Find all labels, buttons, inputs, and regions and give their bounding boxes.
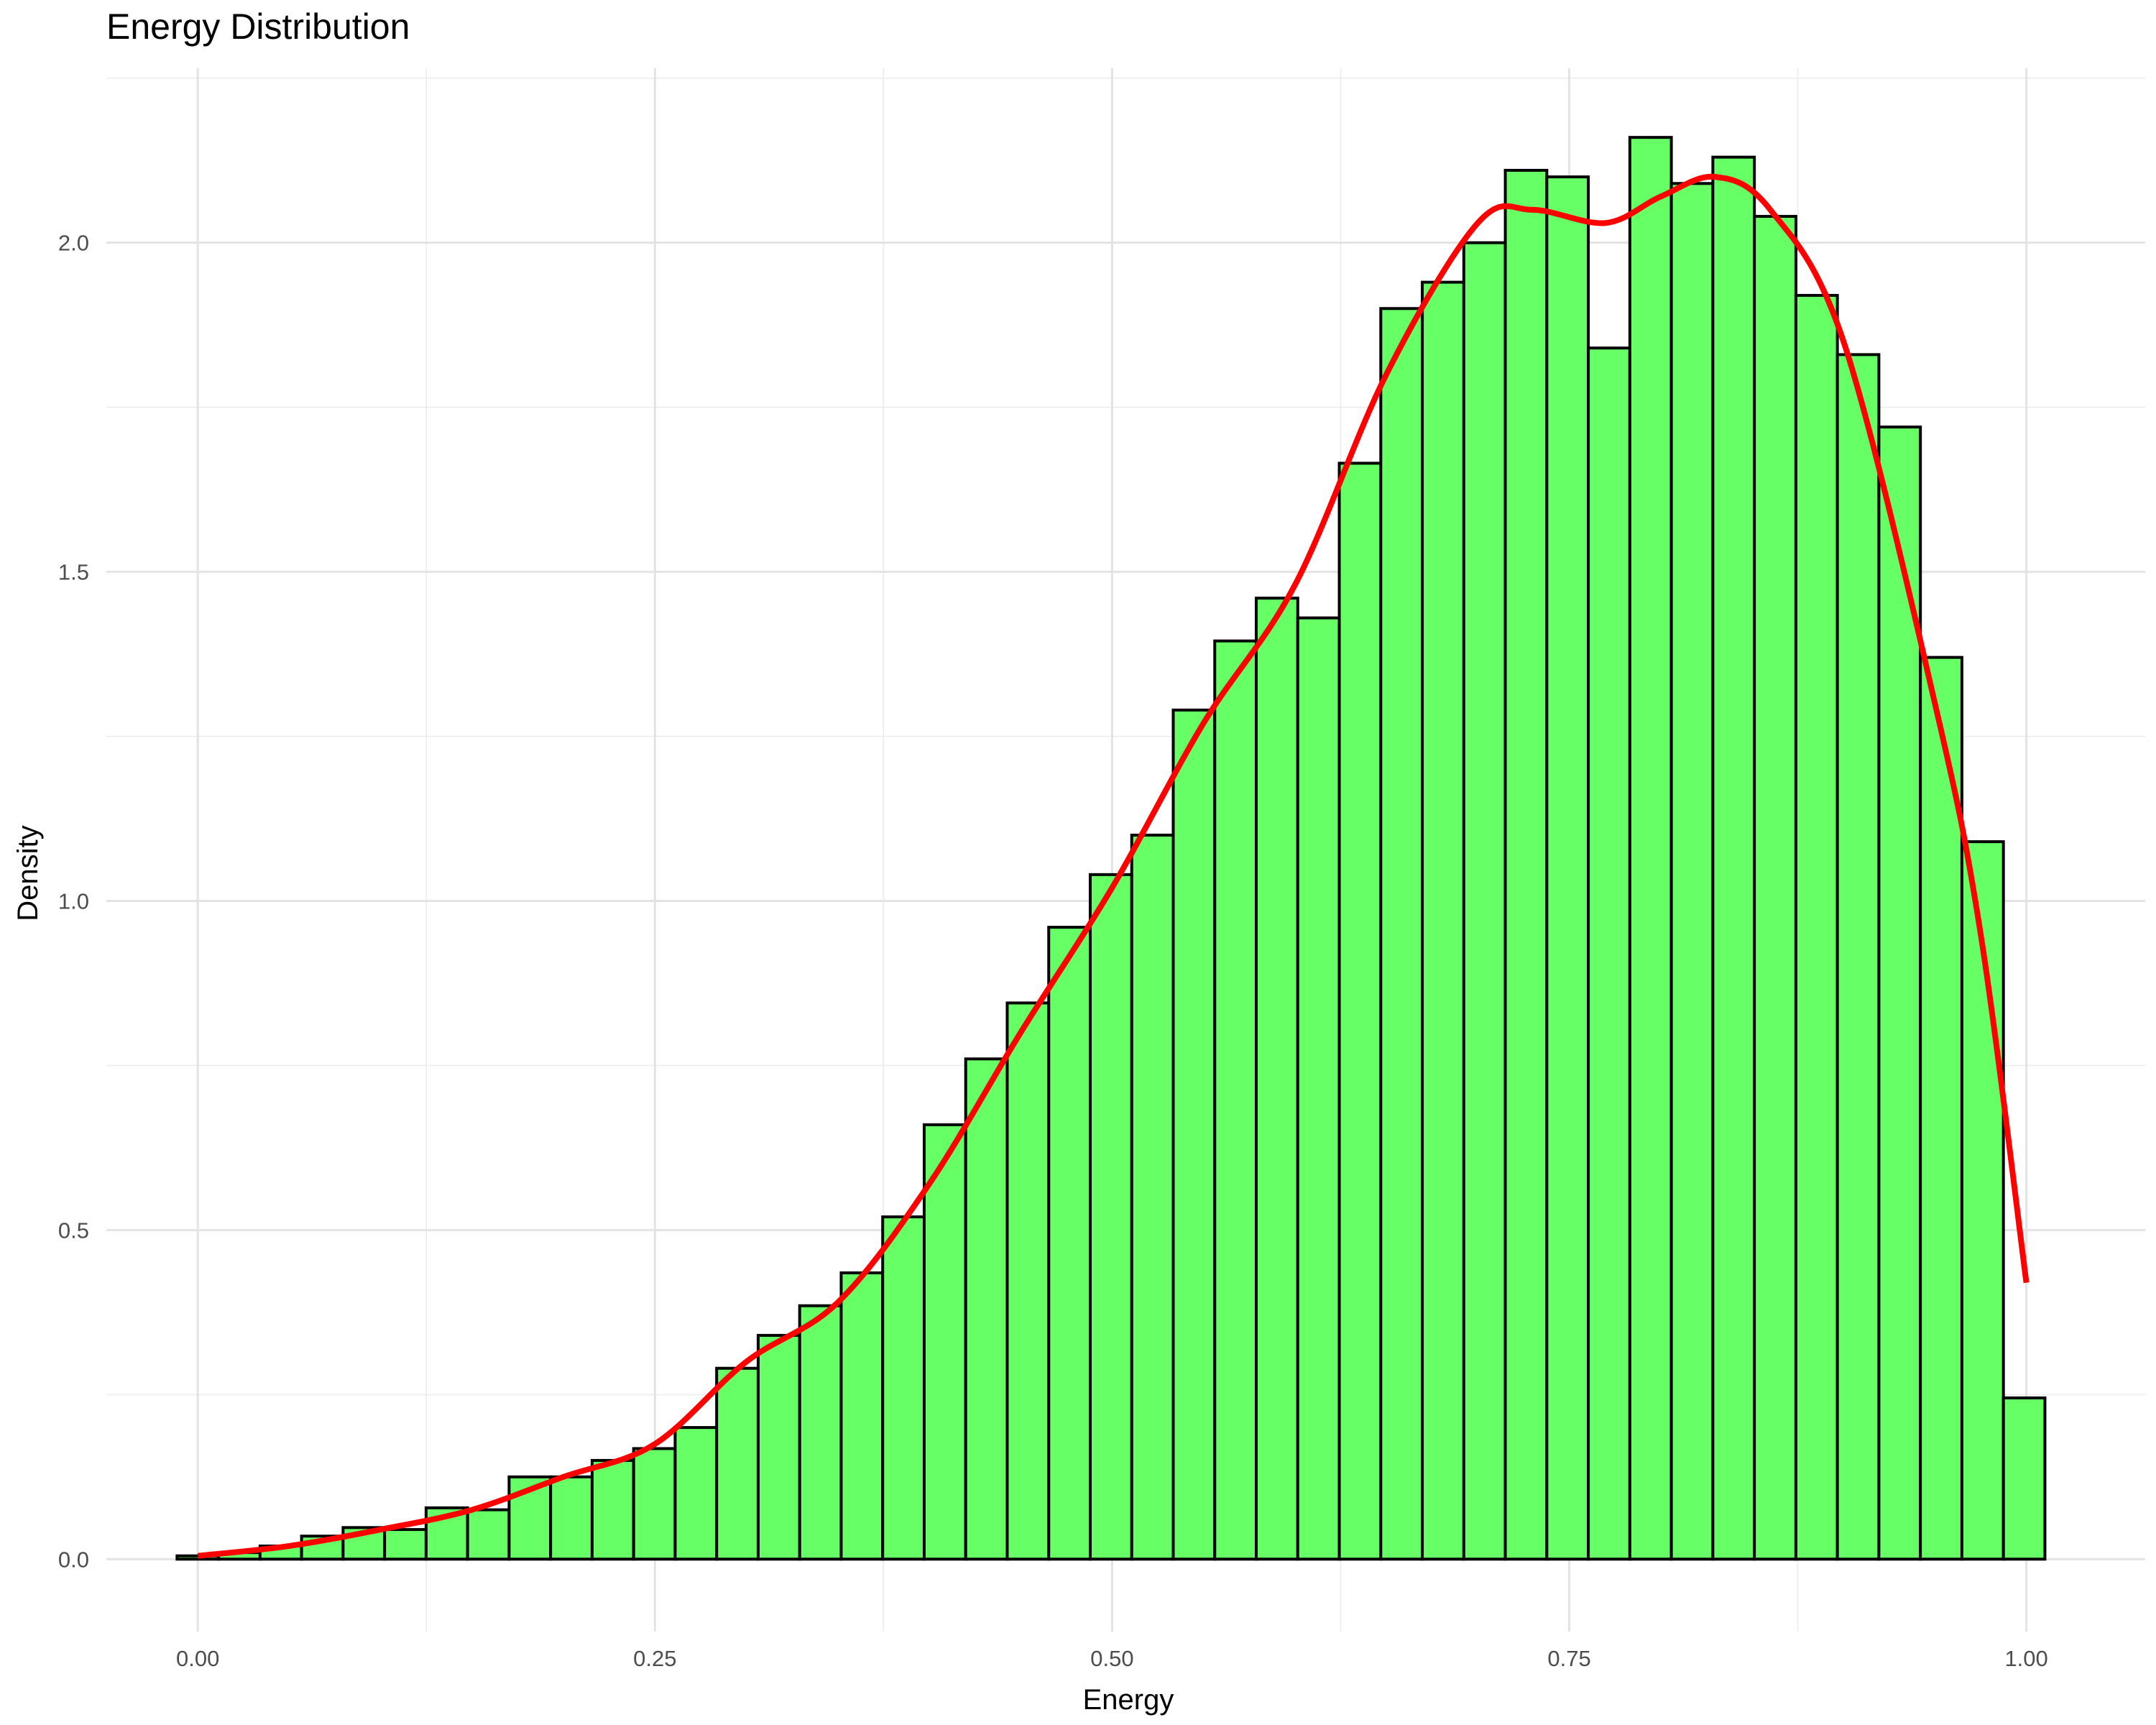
- chart-title: Energy Distribution: [106, 6, 410, 47]
- histogram-bar: [756, 1333, 801, 1561]
- x-axis-title: Energy: [1083, 1684, 1174, 1716]
- histogram-bar: [632, 1447, 677, 1561]
- histogram-bar: [1337, 461, 1383, 1561]
- histogram-bar: [1213, 639, 1258, 1561]
- histogram-bar: [1047, 926, 1092, 1561]
- x-tick-label: 0.00: [176, 1646, 219, 1671]
- x-tick-label: 1.00: [2004, 1646, 2047, 1671]
- histogram-bar: [1005, 1001, 1051, 1561]
- density-curve-layer: [197, 173, 2030, 1559]
- x-tick-label: 0.25: [633, 1646, 676, 1671]
- histogram-bar: [881, 1215, 926, 1561]
- histogram-bar: [2001, 1396, 2047, 1561]
- histogram-bar: [1835, 353, 1881, 1561]
- histogram-bar: [590, 1458, 635, 1561]
- y-tick-label: 0.5: [58, 1218, 89, 1243]
- histogram-bar: [1171, 708, 1217, 1561]
- y-tick-label: 2.0: [58, 231, 89, 256]
- histogram-bar: [549, 1475, 594, 1561]
- histogram-bar: [383, 1528, 428, 1561]
- histogram-bar: [1379, 307, 1424, 1561]
- histogram-bars: [175, 136, 2047, 1561]
- histogram-bar: [1919, 656, 1963, 1561]
- histogram-bar: [964, 1057, 1009, 1561]
- histogram-bar: [839, 1271, 885, 1561]
- histogram-bar: [673, 1426, 719, 1561]
- tick-labels: 0.00 0.25 0.50 0.75 1.00 0.0 0.5 1.0 1.5 2.0: [58, 231, 2048, 1671]
- histogram-bar: [1296, 616, 1341, 1561]
- histogram-bar: [798, 1304, 843, 1561]
- histogram-bar: [1628, 136, 1673, 1561]
- x-tick-label: 0.50: [1090, 1646, 1133, 1671]
- histogram-bar: [1503, 168, 1549, 1561]
- y-tick-label: 1.5: [58, 560, 89, 585]
- density-curve: [197, 173, 2030, 1559]
- histogram-bar: [922, 1123, 967, 1561]
- y-tick-label: 0.0: [58, 1547, 89, 1572]
- histogram-bar: [1794, 293, 1839, 1561]
- histogram-bar: [1753, 215, 1797, 1561]
- histogram-bar: [466, 1508, 511, 1561]
- histogram-bar: [1089, 873, 1133, 1561]
- histogram-bar: [1130, 833, 1175, 1561]
- y-tick-label: 1.0: [58, 888, 89, 914]
- histogram-bar: [1711, 155, 1756, 1561]
- histogram-bar: [1587, 346, 1631, 1561]
- x-tick-label: 0.75: [1547, 1646, 1590, 1671]
- histogram-bar: [1421, 280, 1465, 1561]
- histogram-bar: [1255, 597, 1299, 1561]
- histogram-bar: [1877, 426, 1922, 1561]
- y-axis-title: Density: [12, 825, 44, 921]
- histogram-bar: [1462, 241, 1507, 1561]
- histogram-bar: [1545, 175, 1590, 1561]
- histogram-bar: [715, 1366, 760, 1561]
- histogram-bar: [1669, 182, 1715, 1561]
